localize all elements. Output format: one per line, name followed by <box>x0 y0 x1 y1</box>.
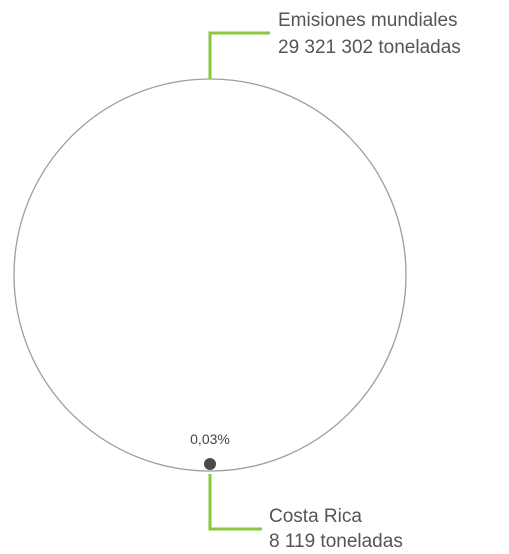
costa-rica-leader-line <box>208 474 262 531</box>
world-leader-line <box>208 31 270 79</box>
costa-rica-value-label: 8 119 toneladas <box>269 531 403 552</box>
world-emissions-circle <box>13 78 407 472</box>
world-name-label: Emisiones mundiales <box>278 10 458 31</box>
world-value-label: 29 321 302 toneladas <box>278 37 461 58</box>
costa-rica-dot <box>204 458 216 470</box>
costa-rica-share-label: 0,03% <box>190 431 230 447</box>
costa-rica-name-label: Costa Rica <box>269 506 362 527</box>
